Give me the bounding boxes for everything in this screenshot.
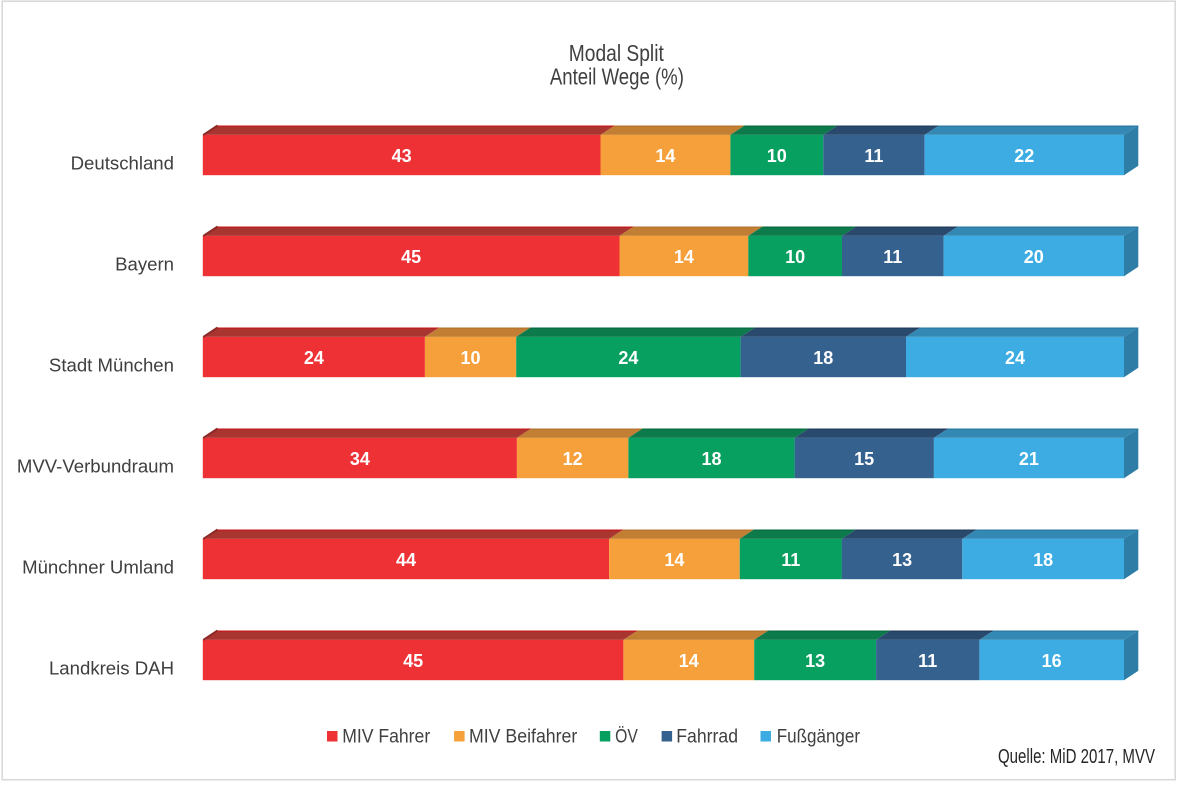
svg-text:44: 44: [396, 550, 416, 570]
svg-text:11: 11: [918, 651, 937, 671]
svg-text:Anteil Wege (%): Anteil Wege (%): [550, 64, 684, 90]
svg-text:Stadt München: Stadt München: [49, 355, 174, 376]
svg-text:Münchner Umland: Münchner Umland: [22, 557, 174, 578]
svg-text:43: 43: [392, 146, 412, 166]
svg-text:Modal Split: Modal Split: [569, 40, 665, 66]
svg-text:14: 14: [655, 146, 675, 166]
svg-text:13: 13: [892, 550, 912, 570]
svg-text:Bayern: Bayern: [115, 254, 174, 275]
svg-text:14: 14: [674, 247, 694, 267]
svg-text:24: 24: [618, 348, 638, 368]
svg-text:Landkreis DAH: Landkreis DAH: [49, 658, 174, 679]
svg-text:Fußgänger: Fußgänger: [777, 726, 861, 747]
svg-text:Fahrrad: Fahrrad: [676, 726, 738, 747]
svg-text:16: 16: [1042, 651, 1062, 671]
svg-text:ÖV: ÖV: [615, 726, 638, 747]
svg-text:10: 10: [767, 146, 787, 166]
svg-text:45: 45: [403, 651, 423, 671]
svg-text:11: 11: [864, 146, 883, 166]
svg-text:MVV-Verbundraum: MVV-Verbundraum: [17, 456, 174, 477]
svg-text:22: 22: [1014, 146, 1034, 166]
svg-text:Deutschland: Deutschland: [71, 153, 174, 174]
svg-text:45: 45: [401, 247, 421, 267]
svg-text:14: 14: [664, 550, 684, 570]
svg-text:12: 12: [563, 449, 583, 469]
svg-text:18: 18: [701, 449, 721, 469]
svg-text:13: 13: [805, 651, 825, 671]
svg-text:24: 24: [1005, 348, 1025, 368]
svg-text:18: 18: [813, 348, 833, 368]
svg-text:18: 18: [1033, 550, 1053, 570]
svg-text:MIV Beifahrer: MIV Beifahrer: [469, 726, 578, 747]
svg-text:21: 21: [1019, 449, 1039, 469]
svg-text:15: 15: [854, 449, 874, 469]
svg-text:MIV Fahrer: MIV Fahrer: [342, 726, 431, 747]
svg-text:10: 10: [460, 348, 480, 368]
svg-text:Quelle: MiD 2017, MVV: Quelle: MiD 2017, MVV: [998, 746, 1156, 768]
svg-text:34: 34: [350, 449, 370, 469]
svg-text:14: 14: [679, 651, 699, 671]
svg-text:11: 11: [883, 247, 902, 267]
svg-text:20: 20: [1024, 247, 1044, 267]
svg-text:10: 10: [785, 247, 805, 267]
svg-text:11: 11: [781, 550, 800, 570]
svg-text:24: 24: [304, 348, 324, 368]
